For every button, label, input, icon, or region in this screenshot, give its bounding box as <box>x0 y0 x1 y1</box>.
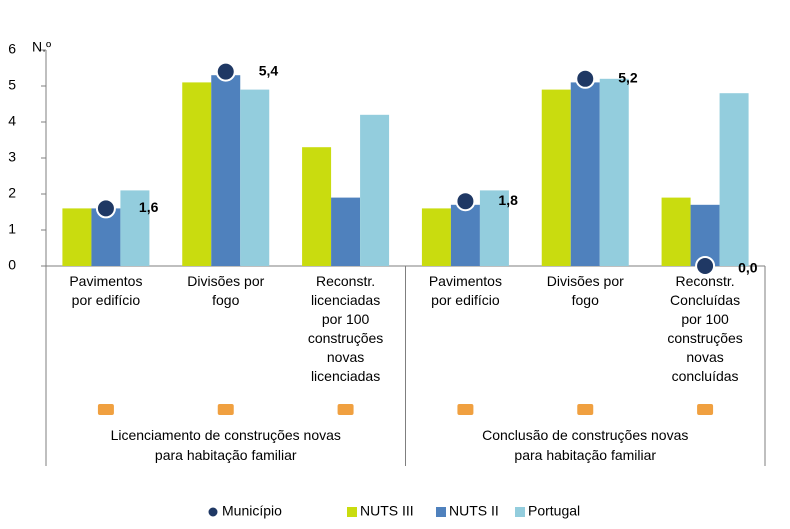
bar <box>421 208 451 266</box>
icon <box>217 404 234 415</box>
y-tick-label: 4 <box>8 113 16 129</box>
x-tick-line: fogo <box>212 292 239 308</box>
value-label: 5,2 <box>618 70 638 86</box>
bar <box>570 82 600 267</box>
legend-swatch <box>347 507 357 517</box>
x-tick-line: licenciadas <box>311 368 380 384</box>
x-tick-line: fogo <box>572 292 599 308</box>
marker <box>215 61 236 82</box>
icon <box>97 404 114 415</box>
x-tick-line: por edifício <box>72 292 141 308</box>
marker <box>695 256 716 276</box>
y-tick-label: 2 <box>8 185 16 201</box>
bar <box>62 208 92 266</box>
x-tick-line: Divisões por <box>547 273 624 289</box>
x-tick-line: construções <box>667 330 742 346</box>
bar <box>331 197 361 266</box>
x-tick-label: Reconstr. Concluídas por 100 construções nov… <box>667 273 742 384</box>
group-label: Conclusão de construções novas para habit… <box>482 427 688 463</box>
group-label-line: para habitação familiar <box>155 447 297 463</box>
x-tick-label: Pavimentos por edifício <box>69 273 142 308</box>
x-tick-line: licenciadas <box>311 292 380 308</box>
bar <box>661 197 691 266</box>
x-tick-line: novas <box>327 349 364 365</box>
x-tick-line: por 100 <box>681 311 729 327</box>
bar <box>719 93 749 266</box>
bar <box>450 204 480 266</box>
y-tick-label: 0 <box>8 257 16 273</box>
value-label: 0,0 <box>738 260 758 276</box>
bar <box>240 89 270 266</box>
bar <box>182 82 212 267</box>
x-tick-line: por edifício <box>431 292 500 308</box>
bar <box>211 75 241 266</box>
y-tick-label: 1 <box>8 221 16 237</box>
x-tick-line: Pavimentos <box>69 273 142 289</box>
y-tick-label: 6 <box>8 41 16 57</box>
y-tick-label: 3 <box>8 149 16 165</box>
marker <box>455 191 476 212</box>
bar <box>302 147 332 266</box>
x-tick-line: novas <box>686 349 723 365</box>
x-tick-line: concluídas <box>672 368 739 384</box>
group-label: Licenciamento de construções novas para h… <box>111 427 341 463</box>
legend-label: NUTS II <box>449 503 499 519</box>
legend-label: NUTS III <box>360 503 414 519</box>
y-axis-label: N.º <box>32 39 51 55</box>
group-label-line: Licenciamento de construções novas <box>111 427 341 443</box>
legend-marker <box>207 506 219 518</box>
x-tick-line: Pavimentos <box>429 273 502 289</box>
icon <box>337 404 354 415</box>
bar <box>360 114 390 266</box>
bar <box>479 190 509 266</box>
legend-label: Portugal <box>528 503 580 519</box>
legend-label: Município <box>222 503 282 519</box>
value-label: 1,8 <box>498 192 518 208</box>
bar <box>541 89 571 266</box>
group-label-line: Conclusão de construções novas <box>482 427 688 443</box>
y-tick-label: 5 <box>8 77 16 93</box>
icon <box>577 404 594 415</box>
group-label-line: para habitação familiar <box>514 447 656 463</box>
icon <box>457 404 474 415</box>
value-label: 5,4 <box>259 62 279 78</box>
marker <box>575 68 596 89</box>
x-tick-label: Divisões por fogo <box>547 273 624 308</box>
value-label: 1,6 <box>139 199 159 215</box>
bar <box>120 190 150 266</box>
legend-swatch <box>436 507 446 517</box>
legend-swatch <box>515 507 525 517</box>
bar <box>599 78 629 266</box>
marker <box>95 198 116 219</box>
x-tick-line: Reconstr. <box>316 273 375 289</box>
bar <box>690 204 720 266</box>
x-tick-line: Divisões por <box>187 273 264 289</box>
x-tick-line: por 100 <box>322 311 370 327</box>
x-tick-label: Reconstr. licenciadas por 100 construções no… <box>308 273 383 384</box>
x-tick-label: Pavimentos por edifício <box>429 273 502 308</box>
x-tick-label: Divisões por fogo <box>187 273 264 308</box>
x-tick-line: Concluídas <box>670 292 740 308</box>
x-tick-line: construções <box>308 330 383 346</box>
x-tick-line: Reconstr. <box>676 273 735 289</box>
icon <box>697 404 714 415</box>
